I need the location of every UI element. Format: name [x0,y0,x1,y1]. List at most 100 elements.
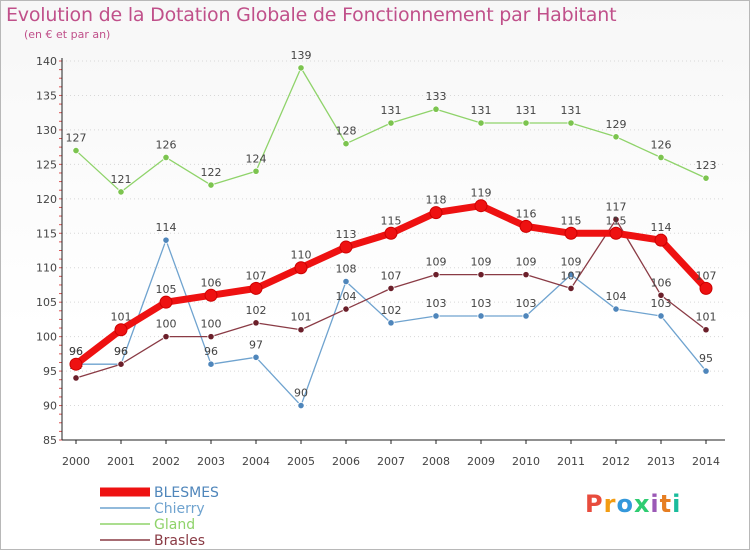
data-label-brasles: 96 [114,345,128,358]
data-label-blesmes: 105 [156,283,177,296]
data-point-brasles [117,360,125,368]
data-label-brasles: 100 [201,318,222,331]
data-label-gland: 129 [606,118,627,131]
data-label-blesmes: 106 [201,276,222,289]
logo-letter: r [603,490,617,518]
data-point-gland [342,140,350,148]
logo-letter: P [585,490,604,518]
data-point-brasles [387,284,395,292]
data-point-blesmes [294,261,308,275]
y-tick-label: 135 [36,89,57,102]
data-point-brasles [522,271,530,279]
data-point-chierry [702,367,710,375]
data-label-brasles: 102 [246,304,267,317]
logo-letter: t [659,490,673,518]
x-tick-label: 2014 [692,455,720,468]
y-tick-label: 115 [36,227,57,240]
data-point-brasles [657,291,665,299]
data-point-brasles [297,326,305,334]
data-label-chierry: 109 [561,256,582,269]
data-point-blesmes [654,233,668,247]
data-label-chierry: 103 [516,297,537,310]
data-point-chierry [207,360,215,368]
data-label-brasles: 101 [696,311,717,324]
data-point-gland [117,188,125,196]
y-tick-label: 130 [36,124,57,137]
data-label-gland: 126 [156,138,177,151]
data-point-blesmes [159,295,173,309]
data-label-brasles: 109 [426,256,447,269]
data-label-chierry: 90 [294,387,308,400]
data-label-blesmes: 115 [606,214,627,227]
data-label-gland: 139 [291,49,312,62]
data-label-brasles: 100 [156,318,177,331]
y-tick-label: 100 [36,331,57,344]
data-point-blesmes [69,357,83,371]
data-label-gland: 123 [696,159,717,172]
y-tick-label: 120 [36,193,57,206]
data-point-gland [162,153,170,162]
data-point-brasles [162,333,170,341]
data-point-chierry [162,236,170,244]
data-label-gland: 124 [246,152,267,165]
data-label-blesmes: 115 [561,214,582,227]
data-label-gland: 131 [381,104,402,117]
data-point-chierry [432,312,440,320]
data-label-blesmes: 114 [651,221,672,234]
data-label-blesmes: 110 [291,249,312,262]
x-tick-label: 2012 [602,455,630,468]
series-brasles: 9496100100102101104107109109109107117106… [69,200,717,382]
data-label-gland: 133 [426,90,447,103]
data-point-blesmes [429,206,443,220]
data-point-blesmes [339,240,353,254]
data-label-blesmes: 107 [696,269,717,282]
data-point-brasles [207,333,215,341]
logo-letter: o [616,490,634,518]
data-point-chierry [522,312,530,320]
data-label-blesmes: 107 [246,269,267,282]
data-label-gland: 131 [471,104,492,117]
data-point-chierry [342,277,350,286]
data-label-blesmes: 118 [426,194,447,207]
data-point-gland [207,181,215,189]
data-label-gland: 121 [111,173,132,186]
legend-label-chierry: Chierry [154,501,205,517]
data-label-chierry: 103 [426,297,447,310]
data-point-gland [297,64,305,72]
data-point-brasles [612,215,620,224]
data-label-chierry: 103 [471,297,492,310]
data-label-brasles: 117 [606,200,627,213]
data-point-blesmes [519,219,533,233]
data-point-gland [72,146,80,155]
data-label-gland: 122 [201,166,222,179]
data-label-blesmes: 119 [471,187,492,200]
data-point-blesmes [609,226,623,240]
logo-letter: i [672,490,682,518]
data-label-gland: 131 [561,104,582,117]
y-gridlines: 85 90 95 100 105 110 115 120 125 130 135 140 [36,55,725,447]
x-tick-label: 2008 [422,455,450,468]
data-label-gland: 128 [336,125,357,138]
data-label-brasles: 109 [516,256,537,269]
data-point-gland [657,153,665,162]
data-label-gland: 127 [66,132,87,145]
data-point-gland [702,174,710,182]
x-tick-label: 2007 [377,455,405,468]
data-label-blesmes: 96 [69,345,83,358]
data-label-gland: 126 [651,138,672,151]
y-tick-label: 110 [36,262,57,275]
x-tick-label: 2004 [242,455,270,468]
data-label-brasles: 107 [561,269,582,282]
x-tick-label: 2000 [62,455,90,468]
data-label-brasles: 109 [471,256,492,269]
data-point-chierry [567,271,575,279]
data-label-blesmes: 116 [516,207,537,220]
legend-label-gland: Gland [154,517,195,533]
data-point-blesmes [204,288,218,302]
data-point-chierry [612,305,620,313]
data-point-blesmes [249,281,263,295]
